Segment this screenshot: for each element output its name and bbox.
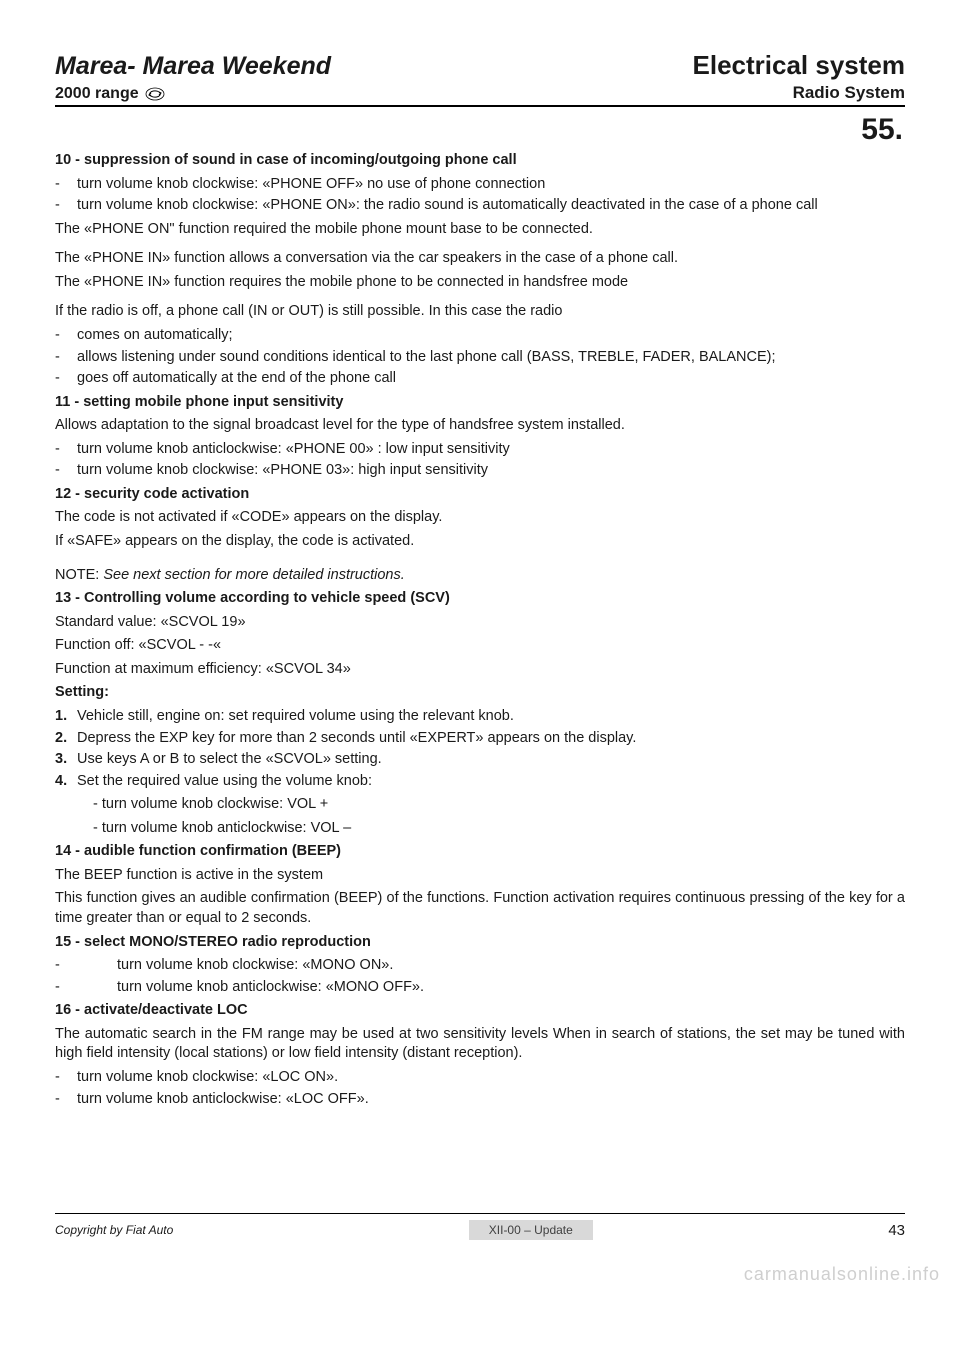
header-left-sub-text: 2000 range [55, 85, 139, 103]
footer-row: Copyright by Fiat Auto XII-00 – Update 4… [55, 1220, 905, 1240]
paragraph: The «PHONE IN» function requires the mob… [55, 273, 905, 293]
header-left-title: Marea- Marea Weekend [55, 52, 331, 81]
sub-item: - turn volume knob clockwise: VOL + [55, 795, 905, 815]
s10-title: 10 - suppression of sound in case of inc… [55, 151, 905, 171]
setting-title: Setting: [55, 683, 905, 703]
bullet-text: allows listening under sound conditions … [77, 348, 905, 368]
paragraph: The code is not activated if «CODE» appe… [55, 508, 905, 528]
paragraph: The «PHONE IN» function allows a convers… [55, 249, 905, 269]
s13-title: 13 - Controlling volume according to veh… [55, 589, 905, 609]
s15-title: 15 - select MONO/STEREO radio reproducti… [55, 933, 905, 953]
paragraph: If «SAFE» appears on the display, the co… [55, 532, 905, 552]
header-left: Marea- Marea Weekend 2000 range [55, 52, 331, 103]
watermark: carmanualsonline.info [744, 1264, 940, 1285]
paragraph: Function off: «SCVOL - -« [55, 636, 905, 656]
page-footer: Copyright by Fiat Auto XII-00 – Update 4… [55, 1213, 905, 1240]
paragraph: Allows adaptation to the signal broadcas… [55, 416, 905, 436]
bullet-text: turn volume knob clockwise: «PHONE 03»: … [77, 461, 905, 481]
header-right-title: Electrical system [693, 50, 905, 81]
numbered-item: 4.Set the required value using the volum… [55, 772, 905, 792]
paragraph: This function gives an audible confirmat… [55, 889, 905, 928]
page-header: Marea- Marea Weekend 2000 range Electric… [55, 50, 905, 107]
bullet-text: turn volume knob anticlockwise: «MONO OF… [77, 978, 905, 998]
s16-title: 16 - activate/deactivate LOC [55, 1001, 905, 1021]
bullet-text: turn volume knob anticlockwise: «PHONE 0… [77, 440, 905, 460]
bullet-text: turn volume knob clockwise: «PHONE OFF» … [77, 175, 905, 195]
bullet: -turn volume knob clockwise: «MONO ON». [55, 956, 905, 976]
numbered-item: 3.Use keys A or B to select the «SCVOL» … [55, 750, 905, 770]
note-text: See next section for more detailed instr… [99, 567, 404, 583]
bullet: -turn volume knob clockwise: «PHONE 03»:… [55, 461, 905, 481]
bullet: -goes off automatically at the end of th… [55, 369, 905, 389]
bullet-text: turn volume knob clockwise: «LOC ON». [77, 1068, 905, 1088]
content: 10 - suppression of sound in case of inc… [55, 151, 905, 1109]
bullet-text: turn volume knob anticlockwise: «LOC OFF… [77, 1090, 905, 1110]
section-number: 55. [55, 113, 905, 147]
num-text: Use keys A or B to select the «SCVOL» se… [77, 750, 905, 770]
num-text: Set the required value using the volume … [77, 772, 905, 792]
bullet-text: turn volume knob clockwise: «MONO ON». [77, 956, 905, 976]
footer-update-badge: XII-00 – Update [469, 1220, 593, 1240]
s14-title: 14 - audible function confirmation (BEEP… [55, 842, 905, 862]
num-text: Depress the EXP key for more than 2 seco… [77, 729, 905, 749]
paragraph: The BEEP function is active in the syste… [55, 866, 905, 886]
footer-copyright: Copyright by Fiat Auto [55, 1223, 173, 1237]
bullet: -turn volume knob anticlockwise: «LOC OF… [55, 1090, 905, 1110]
bullet-text: turn volume knob clockwise: «PHONE ON»: … [77, 196, 905, 216]
bullet: -turn volume knob anticlockwise: «PHONE … [55, 440, 905, 460]
s12-title: 12 - security code activation [55, 485, 905, 505]
bullet: -turn volume knob anticlockwise: «MONO O… [55, 978, 905, 998]
header-right-sub: Radio System [693, 83, 905, 103]
paragraph: If the radio is off, a phone call (IN or… [55, 302, 905, 322]
numbered-item: 2.Depress the EXP key for more than 2 se… [55, 729, 905, 749]
bullet-text: goes off automatically at the end of the… [77, 369, 905, 389]
recycle-icon [145, 87, 165, 101]
header-left-sub: 2000 range [55, 85, 331, 103]
header-right: Electrical system Radio System [693, 50, 905, 103]
bullet: -turn volume knob clockwise: «PHONE ON»:… [55, 196, 905, 216]
paragraph: The automatic search in the FM range may… [55, 1025, 905, 1064]
note: NOTE: See next section for more detailed… [55, 566, 905, 586]
note-label: NOTE: [55, 567, 99, 583]
bullet: -turn volume knob clockwise: «PHONE OFF»… [55, 175, 905, 195]
numbered-item: 1.Vehicle still, engine on: set required… [55, 707, 905, 727]
footer-rule [55, 1213, 905, 1214]
footer-page-number: 43 [888, 1222, 905, 1239]
bullet: -turn volume knob clockwise: «LOC ON». [55, 1068, 905, 1088]
bullet: -comes on automatically; [55, 326, 905, 346]
paragraph: The «PHONE ON" function required the mob… [55, 220, 905, 240]
num-text: Vehicle still, engine on: set required v… [77, 707, 905, 727]
s11-title: 11 - setting mobile phone input sensitiv… [55, 393, 905, 413]
page: Marea- Marea Weekend 2000 range Electric… [0, 0, 960, 1300]
bullet-text: comes on automatically; [77, 326, 905, 346]
paragraph: Standard value: «SCVOL 19» [55, 613, 905, 633]
paragraph: Function at maximum efficiency: «SCVOL 3… [55, 660, 905, 680]
bullet: -allows listening under sound conditions… [55, 348, 905, 368]
sub-item: - turn volume knob anticlockwise: VOL – [55, 819, 905, 839]
